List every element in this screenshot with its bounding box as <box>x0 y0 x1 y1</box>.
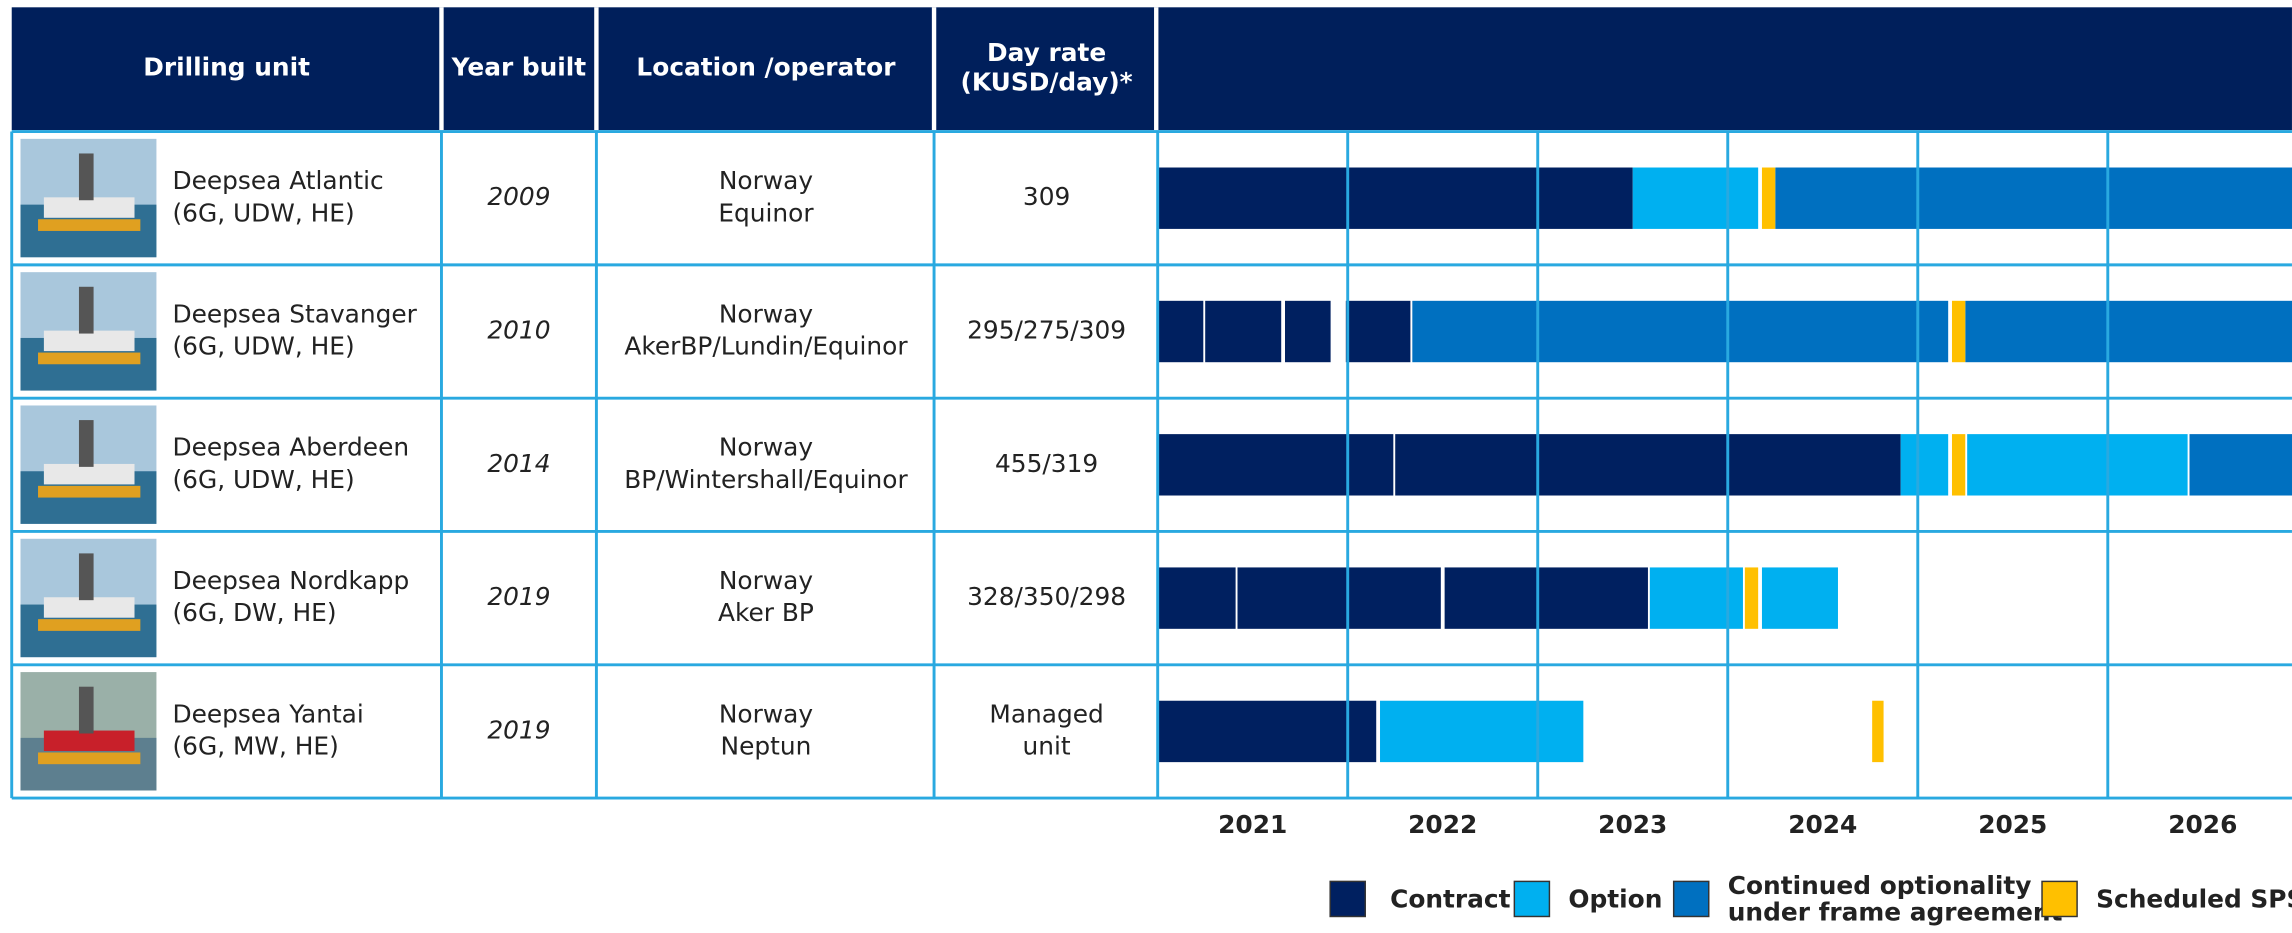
unit-name: Deepsea Yantai <box>173 699 364 728</box>
operator: Equinor <box>718 198 814 227</box>
timeline-bar <box>1205 300 1282 363</box>
timeline-bar <box>1872 700 1884 763</box>
legend-label: Scheduled SPS <box>2096 884 2292 913</box>
day-rate: 309 <box>1023 182 1070 211</box>
year-label: 2022 <box>1408 810 1477 839</box>
rig-tower <box>78 420 94 467</box>
rig-deck <box>43 730 135 752</box>
unit-name: Deepsea Atlantic <box>173 166 384 195</box>
header: Location /operator <box>636 53 896 82</box>
legend-label: Option <box>1568 884 1662 913</box>
year-built: 2010 <box>487 316 550 345</box>
header-band <box>11 7 2292 131</box>
rig-deck <box>43 197 135 218</box>
unit-spec: (6G, UDW, HE) <box>173 332 355 361</box>
timeline-bar <box>1965 300 2292 363</box>
unit-name: Deepsea Stavanger <box>173 299 418 328</box>
rig-pontoon <box>38 619 141 631</box>
operator: Neptun <box>721 732 812 761</box>
year-built: 2019 <box>487 715 550 744</box>
legend-label: Continued optionality <box>1728 871 2032 900</box>
location: Norway <box>719 566 813 595</box>
year-built: 2019 <box>487 582 550 611</box>
timeline-bar <box>1157 567 1236 629</box>
day-rate: Managed <box>989 699 1103 728</box>
legend-label: under frame agreement <box>1728 898 2063 927</box>
timeline-bar <box>1380 700 1584 763</box>
legend-label: Contract <box>1390 884 1511 913</box>
timeline-bar <box>1237 567 1441 629</box>
timeline-bar <box>1900 434 1949 496</box>
timeline-bar <box>1951 434 1966 496</box>
timeline-bar <box>1157 700 1377 763</box>
unit-name: Deepsea Aberdeen <box>173 433 410 462</box>
day-rate: unit <box>1023 732 1071 761</box>
day-rate: 328/350/298 <box>967 582 1126 611</box>
timeline-bar <box>1744 567 1759 629</box>
timeline-bar <box>1345 300 1411 363</box>
rig-deck <box>43 330 135 352</box>
year-built: 2014 <box>487 449 550 478</box>
rig-deck <box>43 597 135 618</box>
timeline-bar <box>2189 434 2292 496</box>
operator: Aker BP <box>718 598 814 627</box>
rig-tower <box>78 286 94 334</box>
timeline-bar <box>1285 300 1331 363</box>
year-label: 2024 <box>1788 810 1857 839</box>
timeline-bar <box>1157 434 1394 496</box>
unit-spec: (6G, UDW, HE) <box>173 465 355 494</box>
year-label: 2021 <box>1218 810 1287 839</box>
timeline-bar <box>1395 434 1901 496</box>
unit-spec: (6G, DW, HE) <box>173 598 337 627</box>
operator: BP/Wintershall/Equinor <box>624 465 908 494</box>
year-label: 2023 <box>1598 810 1667 839</box>
header: (KUSD/day)* <box>961 67 1133 96</box>
timeline-bar <box>1761 167 1776 229</box>
timeline-bar <box>1412 300 1949 363</box>
legend-swatch <box>1513 880 1551 918</box>
timeline-bar <box>1444 567 1648 629</box>
year-label: 2025 <box>1978 810 2047 839</box>
timeline-bar <box>1157 167 1633 229</box>
day-rate: 295/275/309 <box>967 316 1126 345</box>
unit-spec: (6G, UDW, HE) <box>173 198 355 227</box>
rig-pontoon <box>38 485 141 498</box>
rig-pontoon <box>38 352 141 365</box>
location: Norway <box>719 166 813 195</box>
rig-deck <box>43 463 135 485</box>
unit-spec: (6G, MW, HE) <box>173 732 339 761</box>
timeline-bar <box>1951 300 1966 363</box>
header: Day rate <box>987 38 1106 67</box>
timeline-bar <box>1761 567 1838 629</box>
legend-swatch <box>1329 880 1366 918</box>
rig-tower <box>78 686 94 734</box>
location: Norway <box>719 433 813 462</box>
timeline-bar <box>1632 167 1759 229</box>
day-rate: 455/319 <box>995 449 1098 478</box>
timeline-bar <box>1967 434 2188 496</box>
header: Year built <box>451 53 587 82</box>
location: Norway <box>719 699 813 728</box>
rig-tower <box>78 553 94 601</box>
header-separators <box>439 7 1159 131</box>
unit-name: Deepsea Nordkapp <box>173 566 410 595</box>
header: Drilling unit <box>143 53 310 82</box>
rig-tower <box>78 153 94 201</box>
legend-swatch <box>1672 880 1710 918</box>
timeline-bar <box>1157 300 1204 363</box>
rig-pontoon <box>38 219 141 231</box>
operator: AkerBP/Lundin/Equinor <box>624 332 908 361</box>
year-built: 2009 <box>487 182 550 211</box>
legend-swatch <box>2041 880 2078 918</box>
timeline-bar <box>1775 167 2292 229</box>
location: Norway <box>719 299 813 328</box>
rig-pontoon <box>38 752 141 765</box>
year-label: 2026 <box>2168 810 2237 839</box>
